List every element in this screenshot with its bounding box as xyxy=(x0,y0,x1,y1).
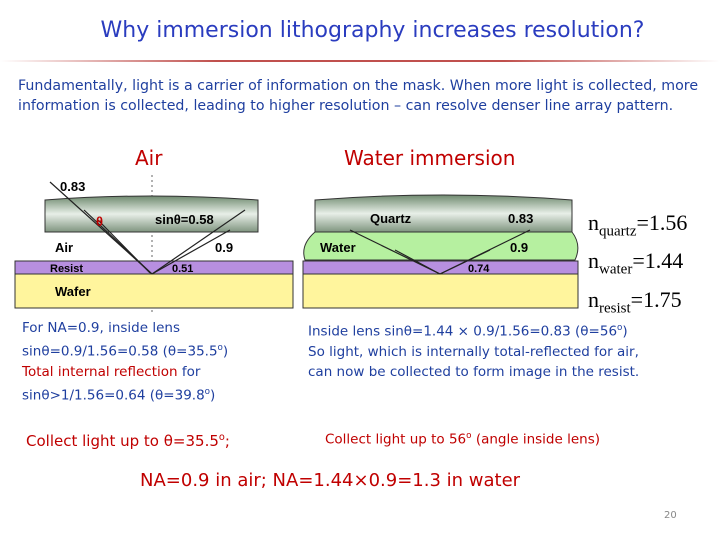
collect-left: Collect light up to θ=35.5o; xyxy=(26,432,230,450)
text: Inside lens sinθ=1.44 × 0.9/1.56=0.83 (θ… xyxy=(308,323,618,340)
text: ) xyxy=(222,343,229,360)
value: =1.44 xyxy=(632,248,684,274)
rays xyxy=(49,181,246,275)
label: 0.83 xyxy=(60,179,85,194)
water xyxy=(303,231,579,261)
label: sinθ=0.58 xyxy=(155,212,214,227)
index: nresist=1.75 xyxy=(588,285,687,323)
line: So light, which is internally total-refl… xyxy=(308,342,653,382)
n: n xyxy=(588,210,599,235)
text: Collect light up to 56 xyxy=(325,431,467,448)
sub: resist xyxy=(599,300,631,317)
label: 0.74 xyxy=(468,263,490,275)
page-number: 20 xyxy=(664,510,677,521)
label: θ xyxy=(96,214,103,229)
n: n xyxy=(588,286,599,312)
index: nwater=1.44 xyxy=(588,246,687,284)
sub: water xyxy=(599,261,633,278)
sup: o xyxy=(617,323,623,333)
sub: quartz xyxy=(599,223,637,240)
text: (angle inside lens) xyxy=(471,431,601,448)
line: Inside lens sinθ=1.44 × 0.9/1.56=0.83 (θ… xyxy=(308,318,653,342)
text: sinθ=0.9/1.56=0.58 (θ=35.5 xyxy=(22,343,218,360)
text: Collect light up to θ=35.5 xyxy=(26,432,219,450)
n: n xyxy=(588,248,599,274)
title: Why immersion lithography increases reso… xyxy=(100,18,645,43)
label: Wafer xyxy=(55,284,91,299)
heading: Water immersion xyxy=(344,146,516,170)
sup: o xyxy=(204,386,211,397)
line: sinθ=0.9/1.56=0.58 (θ=35.5o) xyxy=(22,338,292,362)
rays xyxy=(349,229,531,275)
value: =1.75 xyxy=(630,286,682,312)
wafer xyxy=(14,273,294,309)
label: Air xyxy=(55,240,73,255)
label: 0.9 xyxy=(215,240,233,255)
sup: o xyxy=(466,431,472,441)
label: Resist xyxy=(50,263,83,275)
conclusion: NA=0.9 in air; NA=1.44×0.9=1.3 in water xyxy=(140,470,521,491)
label: 0.9 xyxy=(510,240,528,255)
sup: o xyxy=(218,432,225,443)
text: So light, which is internally total-refl… xyxy=(308,343,640,380)
line: sinθ>1/1.56=0.64 (θ=39.8o) xyxy=(22,382,292,406)
left-text: For NA=0.9, inside lens sinθ=0.9/1.56=0.… xyxy=(22,318,292,405)
text: For NA=0.9, inside lens xyxy=(22,320,180,336)
indices: nquartz=1.56 nwater=1.44 nresist=1.75 xyxy=(588,208,687,323)
title-rule xyxy=(0,60,720,62)
intro: Fundamentally, light is a carrier of inf… xyxy=(18,78,699,114)
sup: o xyxy=(217,343,223,353)
text: for xyxy=(177,363,201,380)
text: ) xyxy=(622,323,628,340)
resist xyxy=(302,260,579,275)
lens xyxy=(44,195,259,233)
label: 0.83 xyxy=(508,211,533,226)
diagram: 0.83 θ sinθ=0.58 Air 0.9 Resist 0.51 Waf… xyxy=(14,175,579,315)
index: nquartz=1.56 xyxy=(588,208,687,246)
lens xyxy=(314,194,573,233)
text: ) xyxy=(210,387,216,403)
label: Quartz xyxy=(370,211,412,226)
line: For NA=0.9, inside lens xyxy=(22,318,292,338)
collect-right: Collect light up to 56o (angle inside le… xyxy=(325,431,600,448)
right-text: Inside lens sinθ=1.44 × 0.9/1.56=0.83 (θ… xyxy=(308,318,653,382)
heading: Air xyxy=(135,146,163,170)
label: 0.51 xyxy=(172,263,193,275)
label: Water xyxy=(320,240,356,255)
text: Total internal reflection xyxy=(22,363,178,380)
value: =1.56 xyxy=(636,210,688,235)
wafer xyxy=(302,273,579,309)
text: ; xyxy=(224,432,230,450)
text: sinθ>1/1.56=0.64 (θ=39.8 xyxy=(22,387,205,403)
line: Total internal reflection for xyxy=(22,362,292,382)
